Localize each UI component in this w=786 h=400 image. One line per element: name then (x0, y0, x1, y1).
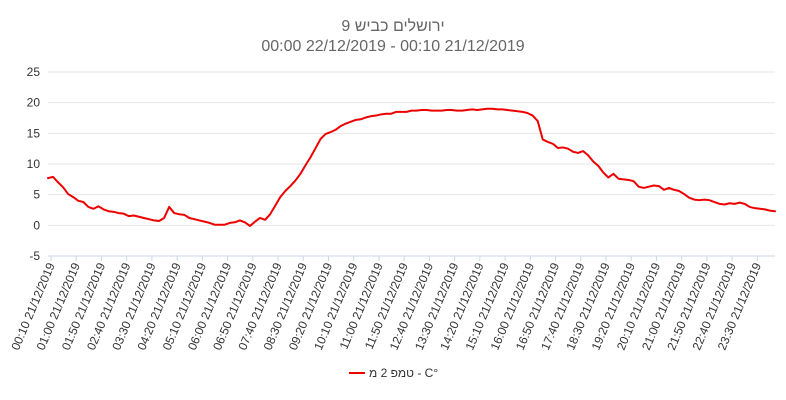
y-tick-label: 10 (27, 157, 41, 171)
legend-label: טמפ 2 מ - C° (369, 366, 438, 380)
y-tick-label: 5 (33, 188, 40, 202)
y-tick-label: 20 (27, 96, 41, 110)
y-tick-label: 0 (33, 218, 40, 232)
y-tick-label: 15 (27, 126, 41, 140)
plot-area (47, 107, 776, 227)
y-tick-label: -5 (29, 249, 40, 263)
y-axis: -5 0 5 10 15 20 25 (27, 65, 41, 263)
y-tick-label: 25 (27, 65, 41, 79)
chart-subtitle: 00:00 22/12/2019 - 00:10 21/12/2019 (261, 38, 524, 55)
series-line-temperature[interactable] (47, 107, 776, 227)
chart-title: ירושלים כביש 9 (341, 17, 444, 35)
legend[interactable]: טמפ 2 מ - C° (349, 366, 438, 380)
grid-lines (48, 71, 775, 257)
